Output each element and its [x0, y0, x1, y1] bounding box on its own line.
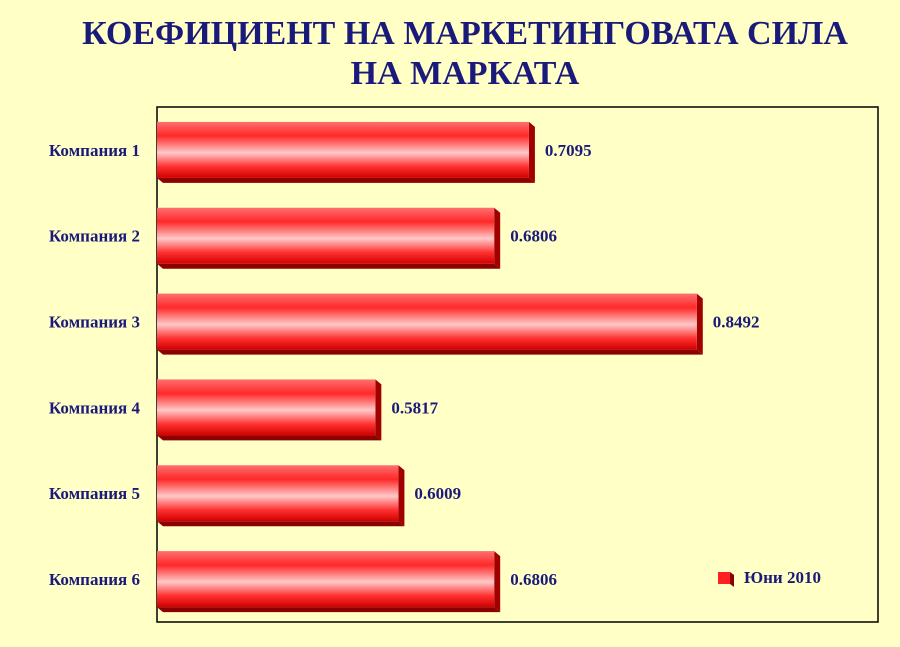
bar — [157, 379, 376, 436]
bar — [157, 293, 697, 350]
bar-depth — [157, 521, 405, 527]
legend-swatch-shade — [730, 572, 734, 587]
bar — [157, 207, 495, 264]
bar-side — [375, 379, 382, 441]
data-label: 0.5817 — [391, 398, 438, 417]
data-label: 0.6009 — [414, 484, 461, 503]
y-tick-label: Компания 5 — [49, 484, 140, 503]
data-label: 0.8492 — [713, 312, 760, 331]
bar-depth — [157, 607, 501, 613]
chart-subtitle: НА МАРКАТА — [351, 55, 580, 92]
bar-side — [398, 465, 405, 527]
bar-depth — [157, 263, 501, 269]
y-tick-label: Компания 6 — [49, 570, 140, 589]
y-tick-label: Компания 3 — [49, 312, 140, 331]
bar-side — [696, 293, 703, 355]
data-label: 0.6806 — [510, 570, 557, 589]
y-tick-label: Компания 4 — [49, 398, 141, 417]
bar — [157, 551, 495, 608]
bar — [157, 465, 399, 522]
legend-label: Юни 2010 — [744, 568, 821, 587]
bar-side — [494, 551, 501, 613]
plot-area — [156, 106, 879, 623]
legend-swatch — [718, 572, 730, 584]
chart-title: КОЕФИЦИЕНТ НА МАРКЕТИНГОВАТА СИЛА — [82, 15, 848, 52]
bar-depth — [157, 177, 535, 183]
bar-side — [528, 121, 535, 183]
y-tick-label: Компания 1 — [49, 141, 140, 160]
data-label: 0.6806 — [510, 227, 557, 246]
y-tick-label: Компания 2 — [49, 227, 140, 246]
bar — [157, 121, 529, 178]
bar-depth — [157, 349, 703, 355]
bar-side — [494, 207, 501, 269]
data-label: 0.7095 — [545, 141, 592, 160]
bar-depth — [157, 435, 382, 441]
